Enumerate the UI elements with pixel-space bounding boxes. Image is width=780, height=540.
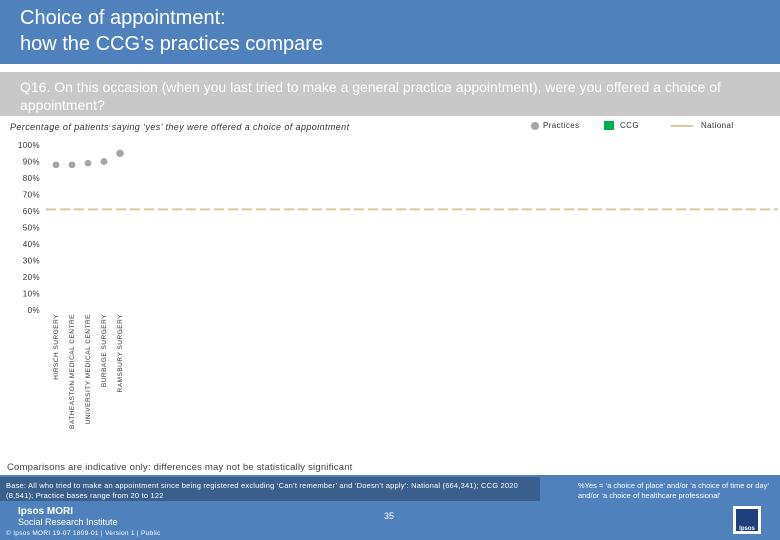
legend-ccg-label: CCG (620, 121, 639, 130)
chart-area: 0% 10% 20% 30% 40% 50% 60% 70% 80% 90% 100% HIRSCH … (18, 141, 778, 429)
x-tick-label: BURBAGE SURGERY (101, 314, 108, 387)
title-line-2: how the CCG’s practices compare (20, 33, 324, 55)
y-tick-label: 50% (23, 224, 40, 233)
legend-practices-label: Practices (543, 121, 580, 130)
chart-title: Percentage of patients saying ‘yes’ they… (10, 122, 350, 132)
question-text: Q16. On this occasion (when you last tri… (20, 79, 721, 113)
ipsos-logo-text: Ipsos (739, 526, 755, 532)
brand-line-2: Social Research Institute (18, 517, 118, 527)
question-bar (0, 72, 780, 116)
base-text: Base: All who tried to make an appointme… (6, 481, 518, 500)
practice-marker (52, 161, 60, 169)
y-tick-label: 0% (28, 306, 40, 315)
y-tick-label: 60% (23, 207, 40, 216)
practice-marker (68, 161, 76, 169)
legend-practices-marker (531, 121, 539, 130)
x-tick-label: RAMSBURY SURGERY (117, 314, 124, 393)
y-tick-label: 20% (23, 273, 40, 282)
ipsos-logo: Ipsos (733, 506, 761, 534)
y-tick-label: 10% (23, 290, 40, 299)
practice-marker (84, 159, 92, 167)
ipsos-logo-box (736, 509, 758, 531)
caveat-text: Comparisons are indicative only: differe… (7, 462, 353, 473)
x-tick-label: BATHEASTON MEDICAL CENTRE (69, 314, 76, 429)
practice-marker (116, 149, 124, 158)
x-tick-label: HIRSCH SURGERY (53, 314, 60, 380)
page-title: Choice of appointment: how the CCG’s pra… (20, 5, 323, 57)
practice-marker (100, 158, 108, 165)
title-line-1: Choice of appointment: (20, 7, 226, 29)
y-tick-label: 30% (23, 257, 40, 266)
brand-line-1: Ipsos MORI (18, 506, 74, 517)
legend-ccg: CCG (604, 121, 639, 130)
footnote-text: %Yes = ‘a choice of place’ and/or ‘a cho… (578, 481, 769, 500)
x-tick-label: UNIVERSITY MEDICAL CENTRE (85, 314, 92, 425)
legend-national: National (671, 121, 734, 130)
y-tick-label: 40% (23, 240, 40, 249)
brand-logo-text: Ipsos MORI Social Research Institute (18, 506, 118, 528)
y-tick-label: 80% (23, 174, 40, 183)
legend-national-label: National (701, 121, 734, 130)
y-tick-label: 70% (23, 191, 40, 200)
legend-practices: Practices (531, 121, 580, 130)
legend-national-marker (671, 124, 693, 127)
base-bar (0, 477, 540, 501)
legend-ccg-marker (604, 121, 614, 130)
page-number: 35 (384, 511, 395, 521)
y-tick-label: 100% (18, 141, 40, 150)
y-tick-label: 90% (23, 158, 40, 167)
copyright-text: © Ipsos MORI 19-07 1809-01 | Version 1 |… (6, 530, 161, 537)
header-bar (0, 0, 780, 64)
